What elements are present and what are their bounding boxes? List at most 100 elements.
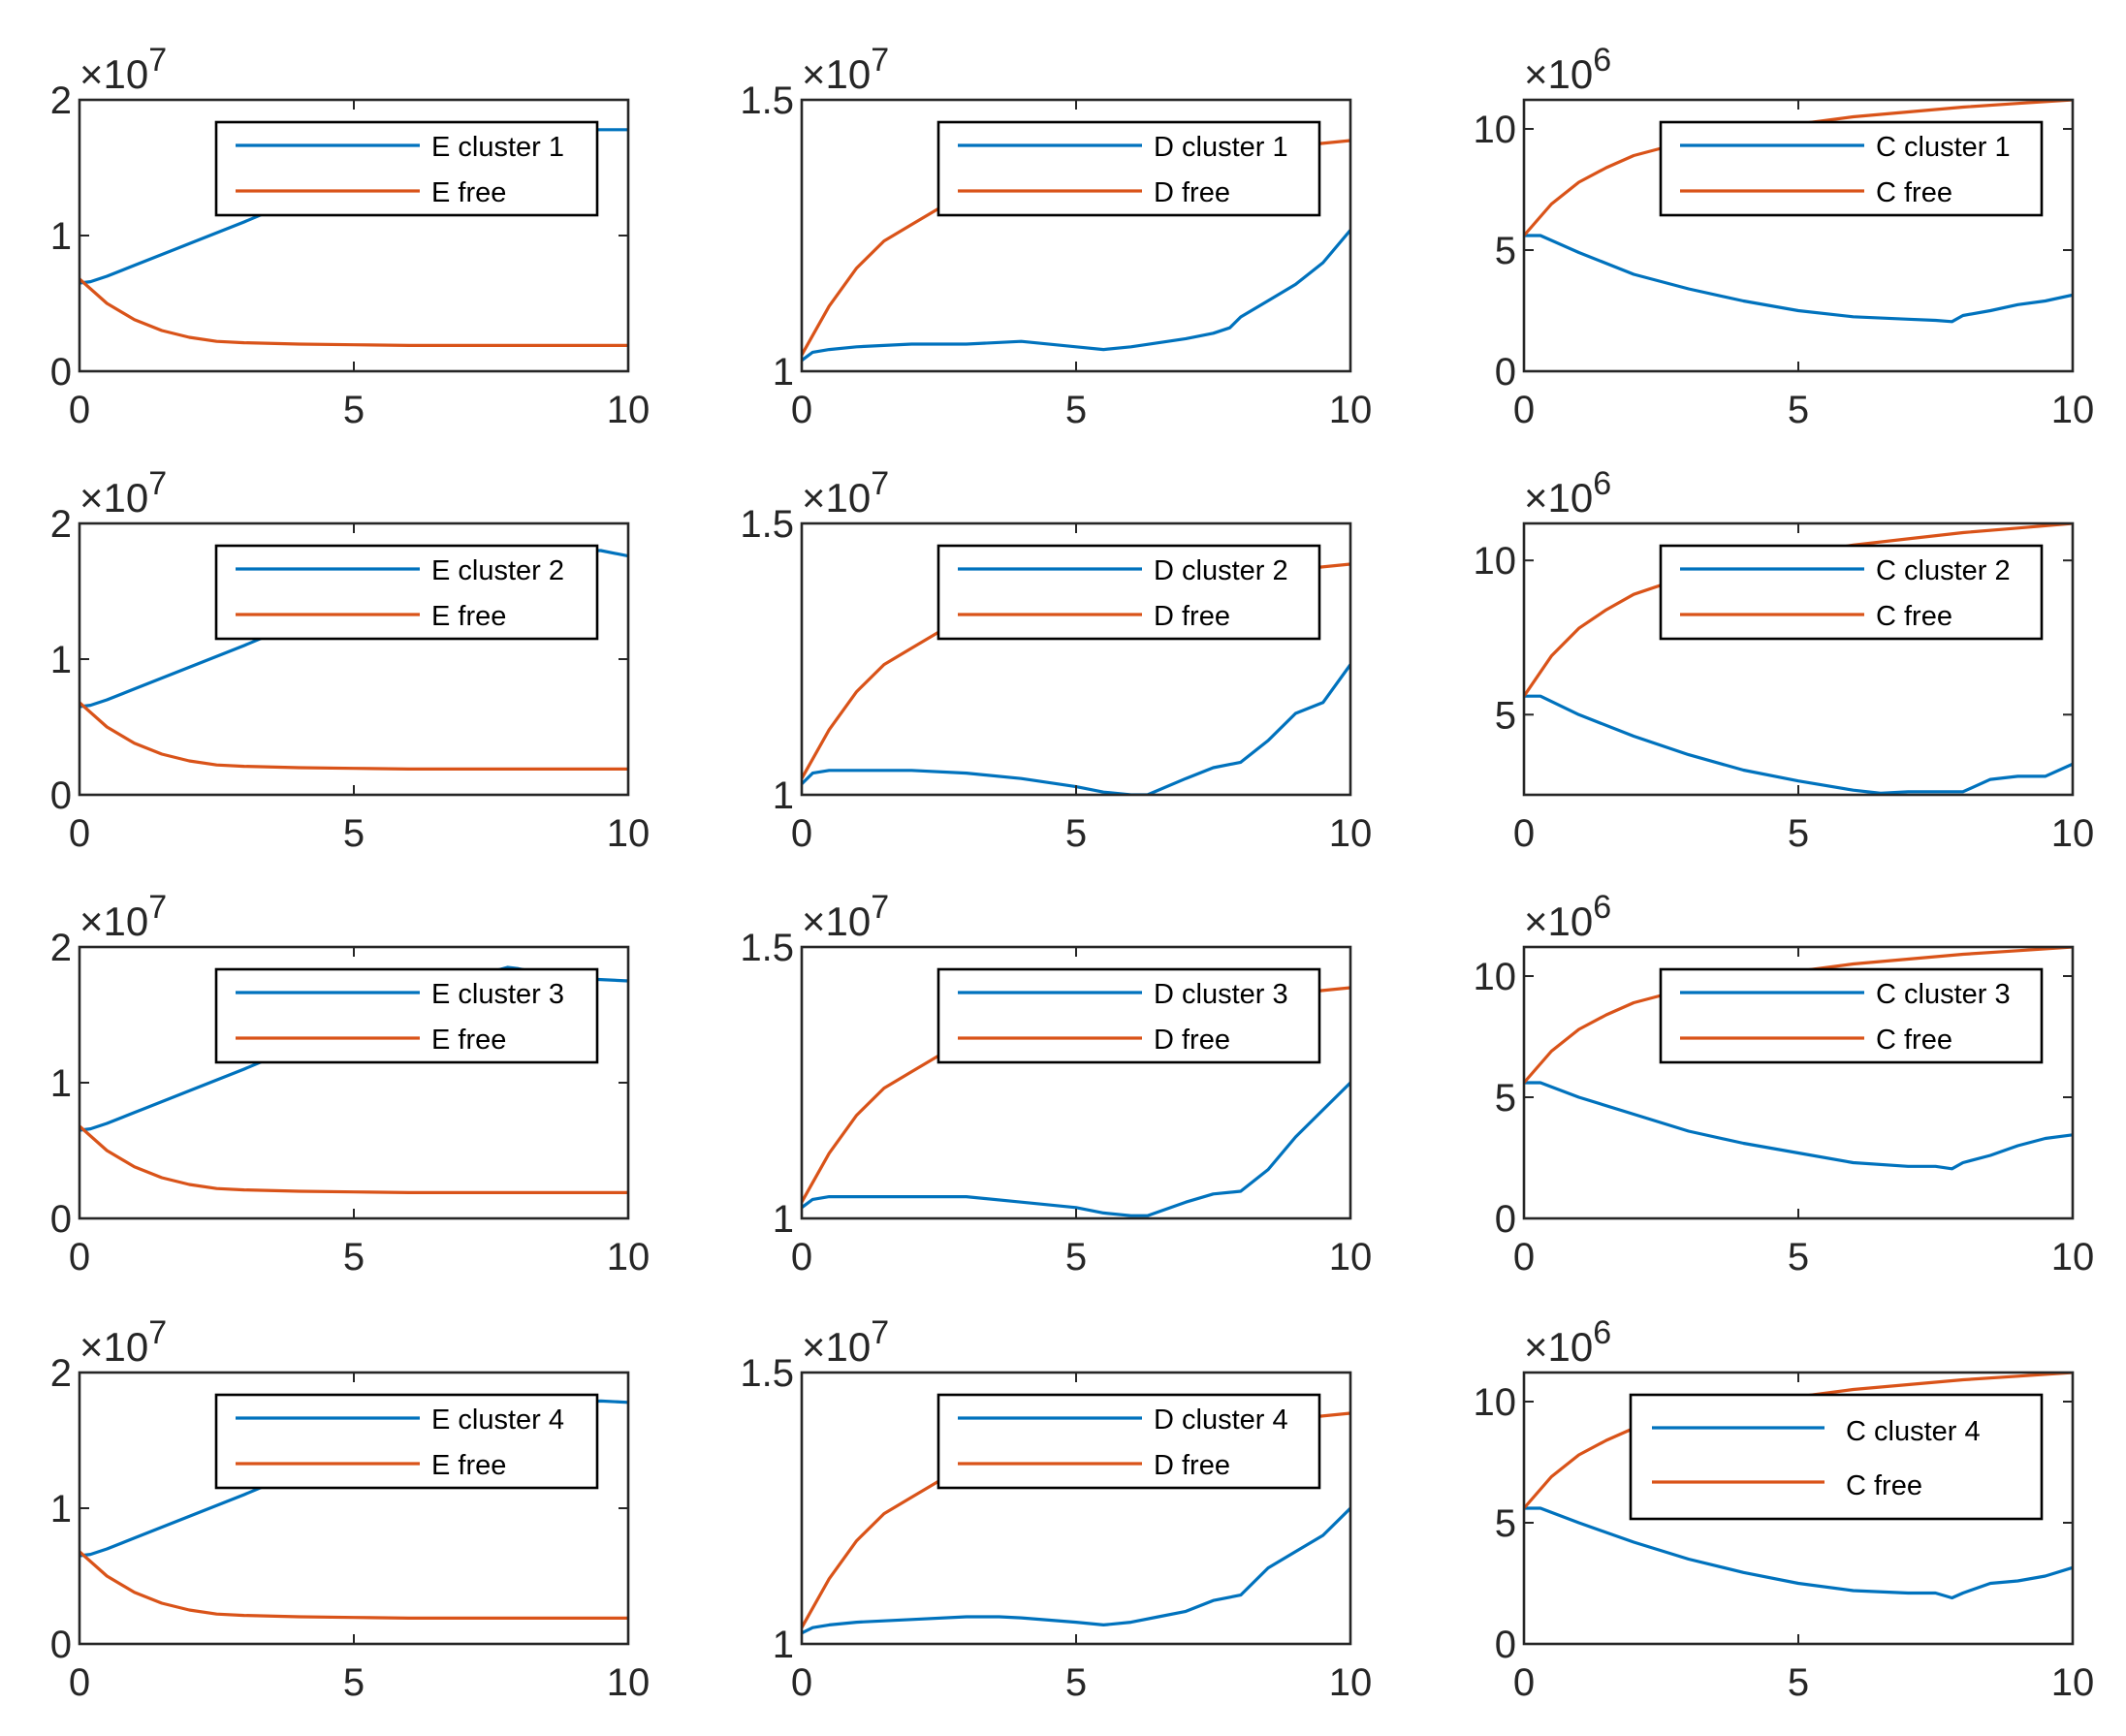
legend: D cluster 2 D free xyxy=(936,544,1321,641)
legend-box xyxy=(1659,120,2044,217)
y-tick-label: 0 xyxy=(1495,1198,1516,1241)
x-tick-label: 5 xyxy=(1788,1661,1809,1704)
y-tick-label: 5 xyxy=(1495,694,1516,737)
x-tick-label: 0 xyxy=(791,389,812,431)
y-tick-label: 0 xyxy=(1495,1624,1516,1666)
series-line-d-cluster-2 xyxy=(802,663,1350,795)
legend-label: D free xyxy=(1154,177,1230,208)
legend-label: D free xyxy=(1154,601,1230,632)
x-tick-label: 5 xyxy=(1788,1236,1809,1278)
x-tick-label: 5 xyxy=(1065,1236,1087,1278)
y-tick-label: 1 xyxy=(773,1198,794,1241)
x-tick-label: 10 xyxy=(2051,812,2095,855)
y-tick-label: 1.5 xyxy=(740,927,794,969)
x-tick-label: 5 xyxy=(343,389,365,431)
y-tick-label: 0 xyxy=(50,351,72,394)
legend: C cluster 4 C free xyxy=(1629,1393,2044,1521)
x-tick-label: 10 xyxy=(1329,812,1373,855)
subplot-r1c2: 0 5 10 1 1.5×107 D cluster 1 D free xyxy=(740,42,1372,431)
axis-exponent-label: ×106 xyxy=(1524,465,1611,521)
y-tick-label: 10 xyxy=(1474,540,1517,583)
x-tick-label: 0 xyxy=(69,812,90,855)
x-tick-label: 10 xyxy=(607,1236,650,1278)
legend-label: D cluster 3 xyxy=(1154,979,1288,1010)
subplot-r4c2: 0 5 10 1 1.5×107 D cluster 4 D free xyxy=(740,1314,1372,1704)
y-tick-label: 5 xyxy=(1495,1077,1516,1120)
subplot-r3c2: 0 5 10 1 1.5×107 D cluster 3 D free xyxy=(740,889,1372,1278)
x-tick-label: 0 xyxy=(1513,389,1535,431)
legend: C cluster 3 C free xyxy=(1659,967,2044,1064)
legend-box xyxy=(936,1393,1321,1490)
legend-label: E free xyxy=(431,1025,506,1056)
subplot-r2c1: 0 5 10 0 1 2×107 E cluster 2 E free xyxy=(50,465,650,855)
x-tick-label: 10 xyxy=(607,1661,650,1704)
legend: E cluster 4 E free xyxy=(214,1393,599,1490)
legend-box xyxy=(936,967,1321,1064)
x-tick-label: 5 xyxy=(1788,389,1809,431)
y-tick-label: 2 xyxy=(50,927,72,969)
legend-label: E free xyxy=(431,601,506,632)
axis-exponent-label: ×107 xyxy=(79,465,167,521)
legend-label: C cluster 4 xyxy=(1846,1416,1981,1447)
x-tick-label: 10 xyxy=(2051,1661,2095,1704)
x-tick-label: 5 xyxy=(343,1236,365,1278)
x-tick-label: 10 xyxy=(1329,389,1373,431)
legend-box xyxy=(1659,544,2044,641)
x-tick-label: 10 xyxy=(1329,1236,1373,1278)
legend: D cluster 1 D free xyxy=(936,120,1321,217)
x-tick-label: 5 xyxy=(343,812,365,855)
x-tick-label: 5 xyxy=(1788,812,1809,855)
x-tick-label: 10 xyxy=(2051,1236,2095,1278)
series-line-d-cluster-3 xyxy=(802,1081,1350,1217)
axis-exponent-label: ×107 xyxy=(802,1314,889,1370)
legend: E cluster 3 E free xyxy=(214,967,599,1064)
legend-box xyxy=(936,120,1321,217)
legend: C cluster 2 C free xyxy=(1659,544,2044,641)
legend-box xyxy=(214,544,599,641)
x-tick-label: 0 xyxy=(791,1236,812,1278)
y-tick-label: 10 xyxy=(1474,1381,1517,1424)
series-line-e-free xyxy=(79,701,628,771)
y-tick-label: 1 xyxy=(50,1062,72,1105)
axis-exponent-label: ×106 xyxy=(1524,889,1611,944)
y-tick-label: 1.5 xyxy=(740,79,794,122)
y-tick-label: 5 xyxy=(1495,1502,1516,1545)
subplot-r4c1: 0 5 10 0 1 2×107 E cluster 4 E free xyxy=(50,1314,650,1704)
legend-label: C cluster 1 xyxy=(1876,132,2011,163)
x-tick-label: 0 xyxy=(1513,1661,1535,1704)
legend: D cluster 4 D free xyxy=(936,1393,1321,1490)
legend-label: E cluster 4 xyxy=(431,1405,564,1436)
y-tick-label: 1 xyxy=(773,1624,794,1666)
axis-exponent-label: ×107 xyxy=(79,889,167,944)
series-line-c-cluster-1 xyxy=(1524,234,2073,324)
y-tick-label: 0 xyxy=(50,774,72,817)
legend-label: E cluster 3 xyxy=(431,979,564,1010)
legend-box xyxy=(1659,967,2044,1064)
legend-box xyxy=(1629,1393,2044,1521)
series-line-c-cluster-2 xyxy=(1524,694,2073,795)
x-tick-label: 10 xyxy=(607,812,650,855)
axis-exponent-label: ×106 xyxy=(1524,1314,1611,1370)
legend-label: C free xyxy=(1876,177,1952,208)
x-tick-label: 10 xyxy=(1329,1661,1373,1704)
axis-exponent-label: ×107 xyxy=(802,465,889,521)
y-tick-label: 5 xyxy=(1495,230,1516,272)
y-tick-label: 2 xyxy=(50,503,72,546)
x-tick-label: 0 xyxy=(791,1661,812,1704)
legend-label: D cluster 4 xyxy=(1154,1405,1288,1436)
x-tick-label: 5 xyxy=(1065,389,1087,431)
x-tick-label: 0 xyxy=(69,389,90,431)
y-tick-label: 0 xyxy=(50,1624,72,1666)
series-line-c-cluster-3 xyxy=(1524,1081,2073,1171)
y-tick-label: 2 xyxy=(50,1352,72,1395)
y-tick-label: 10 xyxy=(1474,956,1517,998)
y-tick-label: 1 xyxy=(50,1488,72,1531)
legend-box xyxy=(214,1393,599,1490)
y-tick-label: 2 xyxy=(50,79,72,122)
y-tick-label: 10 xyxy=(1474,109,1517,151)
axis-exponent-label: ×106 xyxy=(1524,42,1611,97)
